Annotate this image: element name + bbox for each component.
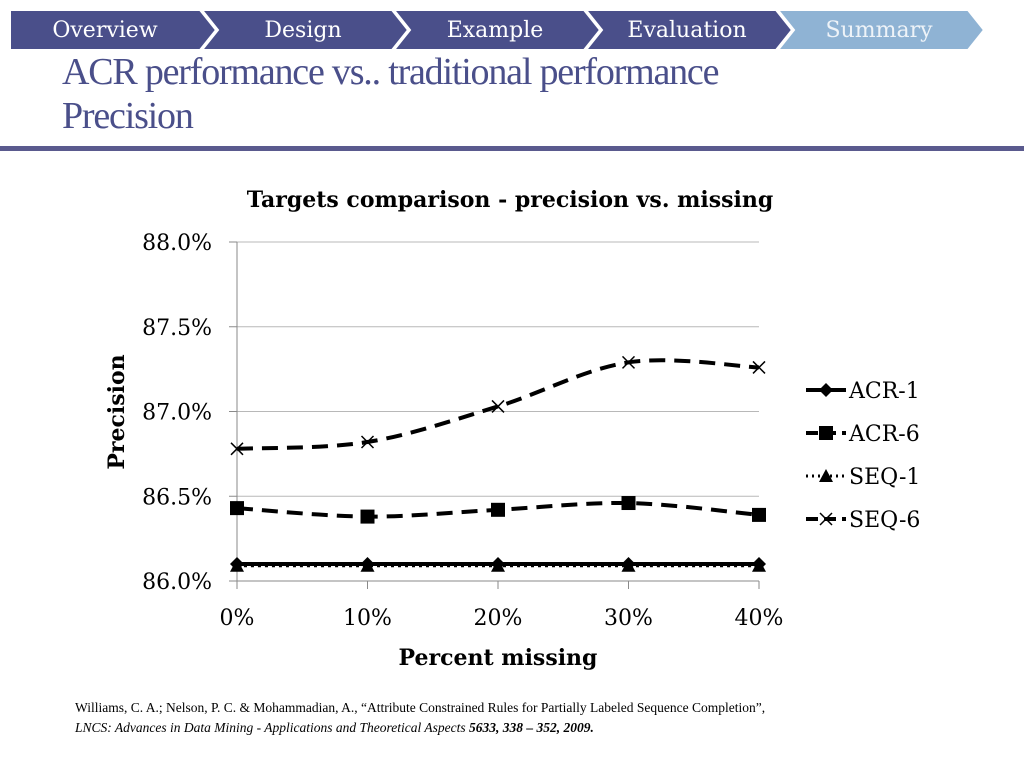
nav-tab-label: Example — [447, 18, 544, 43]
x-tick-label: 20% — [474, 606, 523, 631]
data-point-seq-1-0pct — [230, 558, 244, 572]
legend-marker-acr-6 — [819, 426, 833, 440]
data-point-acr-6-40pct — [752, 507, 766, 522]
nav-tab-evaluation[interactable]: Evaluation — [583, 9, 794, 51]
nav-tab-design[interactable]: Design — [199, 9, 410, 51]
data-point-acr-6-30pct — [621, 496, 636, 511]
nav-tab-label: Summary — [825, 18, 933, 43]
y-tick-label: 86.5% — [142, 485, 212, 510]
series-seq-1 — [230, 558, 766, 572]
legend-label-seq-6: SEQ-6 — [849, 508, 920, 533]
grid-lines — [237, 241, 759, 497]
nav-tab-shape — [9, 9, 218, 51]
x-tick-label: 10% — [343, 606, 392, 631]
data-point-seq-6-30pct — [621, 355, 636, 369]
x-marker-stroke — [819, 512, 833, 526]
data-point-seq-6-40pct — [752, 360, 766, 374]
data-point-seq-1-20pct — [491, 558, 505, 572]
x-tick-label: 30% — [604, 606, 653, 631]
slide-title-line-1: ACR performance vs.. traditional perform… — [62, 51, 719, 93]
chart-title: Targets comparison - precision vs. missi… — [247, 187, 774, 213]
nav-tab-shape — [583, 9, 794, 51]
series-acr-6 — [230, 496, 766, 524]
x-marker-stroke — [491, 399, 505, 413]
x-tick-label: 40% — [735, 606, 784, 631]
data-point-seq-1-10pct — [360, 558, 375, 572]
data-point-seq-6-0pct — [230, 442, 244, 456]
title-divider — [0, 146, 1024, 151]
section-nav: Overview Design Example Evaluation Summary — [9, 9, 986, 51]
nav-tab-label: Design — [264, 18, 341, 43]
citation-line-2: LNCS: Advances in Data Mining - Applicat… — [75, 718, 995, 738]
citation: Williams, C. A.; Nelson, P. C. & Mohamma… — [75, 698, 995, 738]
legend: ACR-1 ACR-6 SEQ-1 SEQ-6 — [806, 379, 920, 533]
axes — [229, 241, 760, 589]
y-tick-label: 88.0% — [142, 231, 212, 256]
data-point-seq-1-30pct — [621, 558, 636, 572]
y-tick-label: 87.0% — [142, 401, 212, 426]
x-axis-label: Percent missing — [399, 645, 598, 671]
legend-label-seq-1: SEQ-1 — [849, 465, 920, 490]
nav-tab-summary[interactable]: Summary — [775, 9, 986, 51]
x-marker-stroke — [621, 355, 636, 369]
legend-marker-acr-1 — [819, 383, 833, 397]
nav-tab-shape — [199, 9, 410, 51]
series-seq-6 — [230, 355, 766, 456]
legend-label-acr-6: ACR-6 — [848, 422, 920, 447]
nav-tab-label: Evaluation — [627, 18, 746, 43]
data-point-seq-1-40pct — [752, 558, 766, 572]
nav-tab-shape — [775, 9, 986, 51]
citation-volume: 5633, 338 – 352, 2009. — [468, 720, 594, 735]
nav-tab-shape — [391, 9, 602, 51]
y-tick-label: 86.0% — [142, 570, 212, 595]
nav-tab-label: Overview — [52, 18, 157, 43]
citation-line-1: Williams, C. A.; Nelson, P. C. & Mohamma… — [75, 700, 766, 715]
data-point-acr-6-0pct — [230, 501, 244, 516]
x-marker-stroke — [752, 360, 766, 374]
tick-labels: 86.0% 86.5% 87.0% 87.5% 88.0% 0% 10% 20% 30% 40% — [142, 231, 783, 631]
data-point-acr-6-20pct — [491, 502, 505, 517]
precision-line-chart: Targets comparison - precision vs. missi… — [104, 187, 920, 671]
series-line-seq-6 — [236, 358, 760, 451]
slide-title: ACR performance vs.. traditional perform… — [62, 50, 719, 138]
y-axis-label: Precision — [104, 354, 130, 469]
nav-tab-overview[interactable]: Overview — [9, 9, 218, 51]
data-point-seq-6-20pct — [491, 399, 505, 413]
legend-marker-seq-1 — [819, 469, 833, 482]
legend-marker-seq-6 — [819, 512, 833, 526]
slide-title-line-2: Precision — [62, 95, 194, 137]
citation-source: LNCS: Advances in Data Mining - Applicat… — [75, 720, 466, 735]
nav-tab-example[interactable]: Example — [391, 9, 602, 51]
x-tick-label: 0% — [220, 606, 255, 631]
x-marker-stroke — [360, 435, 375, 449]
data-point-seq-6-10pct — [360, 435, 375, 449]
data-series — [230, 355, 766, 572]
data-point-acr-6-10pct — [360, 509, 375, 524]
x-marker-stroke — [230, 442, 244, 456]
y-tick-label: 87.5% — [142, 316, 212, 341]
legend-label-acr-1: ACR-1 — [848, 379, 920, 404]
